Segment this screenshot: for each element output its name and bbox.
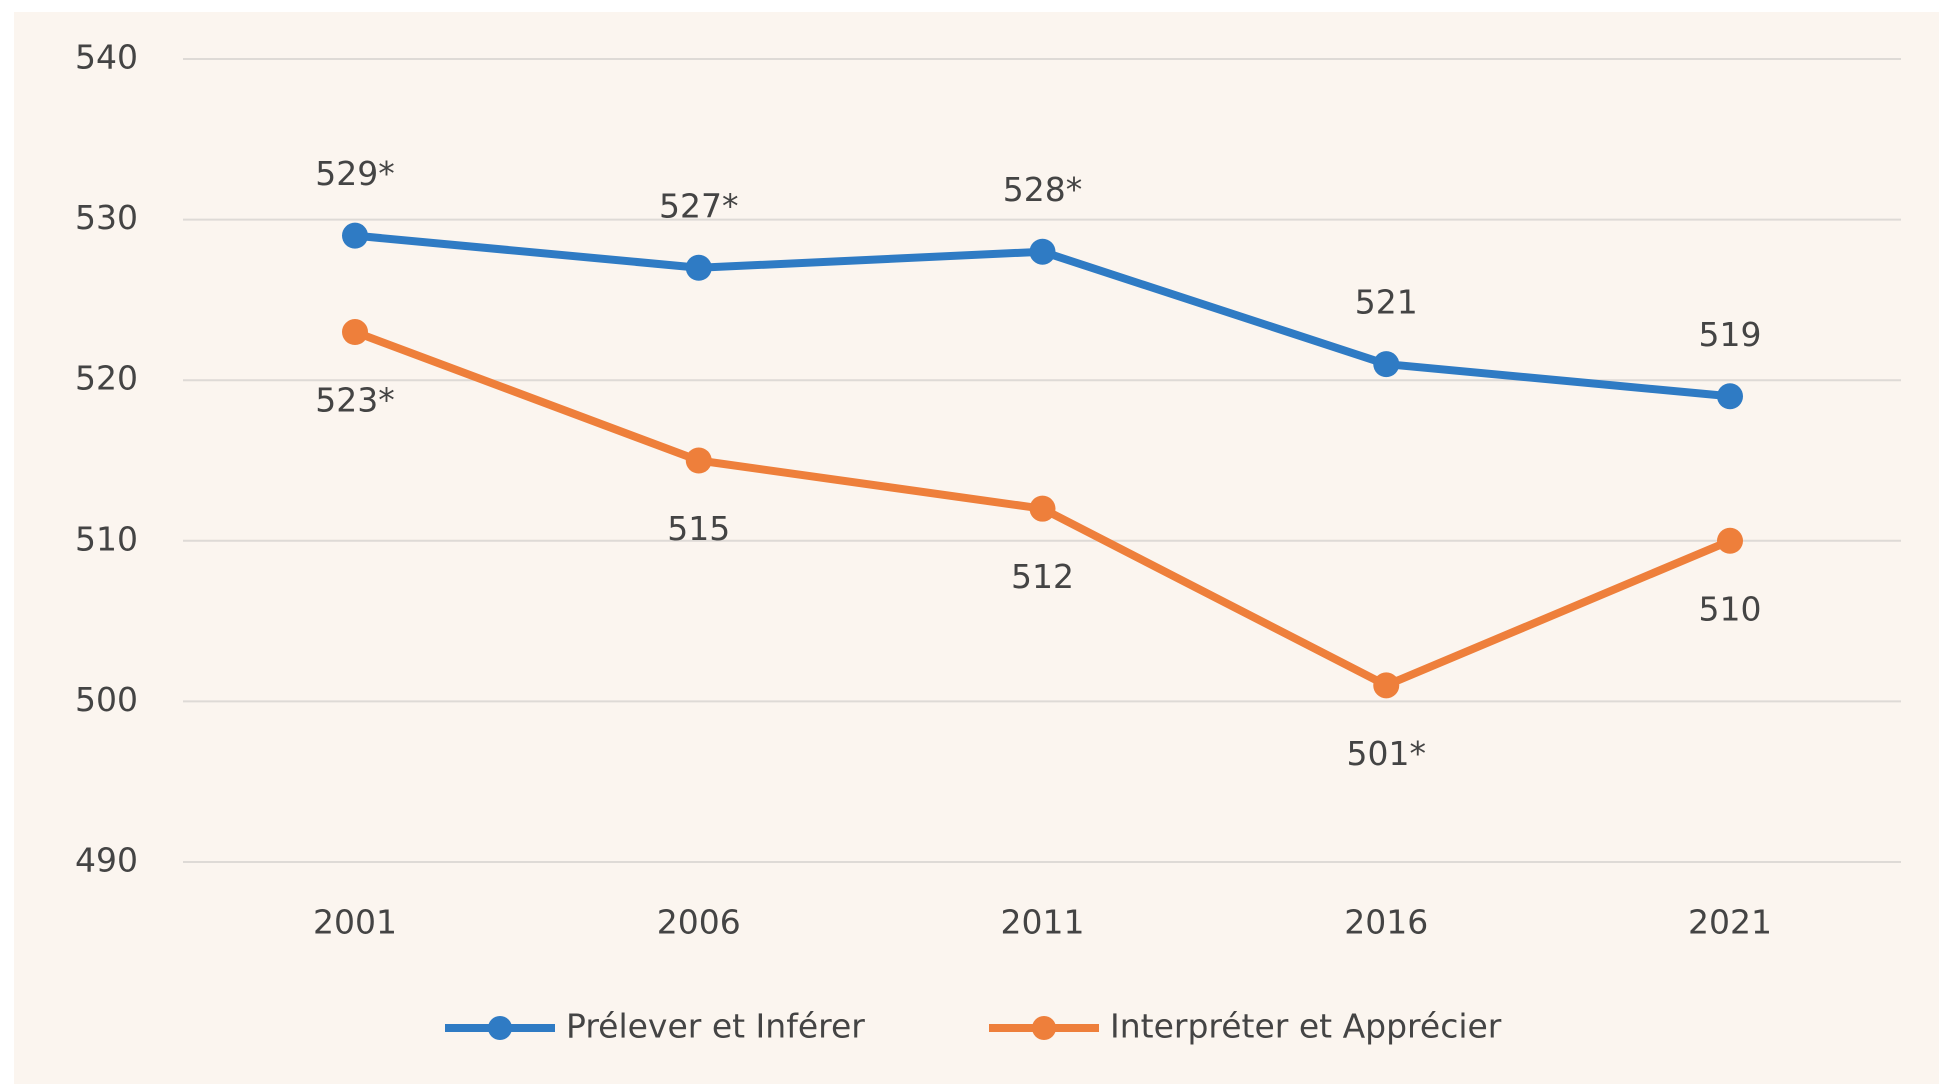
legend-marker: [1032, 1016, 1056, 1040]
y-tick-label: 490: [75, 841, 138, 880]
y-tick-label: 530: [75, 198, 138, 237]
x-tick-label: 2006: [657, 903, 741, 942]
x-tick-label: 2021: [1688, 903, 1772, 942]
data-label: 501*: [1347, 734, 1427, 773]
point: [1717, 383, 1743, 410]
data-label: 523*: [315, 381, 395, 420]
data-label: 528*: [1003, 170, 1083, 209]
data-label: 510: [1699, 589, 1762, 628]
point: [342, 222, 368, 249]
legend-label: Interpréter et Apprécier: [1110, 1007, 1502, 1046]
background: [14, 12, 1939, 1084]
point: [342, 319, 368, 346]
legend-marker: [488, 1016, 512, 1040]
data-label: 521: [1355, 283, 1418, 322]
y-tick-label: 520: [75, 359, 138, 398]
x-tick-label: 2001: [313, 903, 397, 942]
data-label: 519: [1699, 315, 1762, 354]
data-label: 512: [1011, 557, 1074, 596]
x-tick-label: 2016: [1344, 903, 1428, 942]
data-label: 515: [667, 509, 730, 548]
legend-label: Prélever et Inférer: [566, 1007, 865, 1046]
data-label: 529*: [315, 154, 395, 193]
point: [1373, 351, 1400, 378]
point: [685, 254, 712, 281]
point: [685, 447, 712, 474]
y-tick-label: 540: [75, 38, 138, 77]
point: [1717, 527, 1743, 554]
point: [1029, 238, 1056, 265]
point: [1029, 495, 1056, 522]
y-tick-label: 500: [75, 680, 138, 719]
y-tick-label: 510: [75, 519, 138, 558]
data-label: 527*: [659, 186, 739, 225]
point: [1373, 672, 1400, 699]
x-tick-label: 2011: [1001, 903, 1085, 942]
